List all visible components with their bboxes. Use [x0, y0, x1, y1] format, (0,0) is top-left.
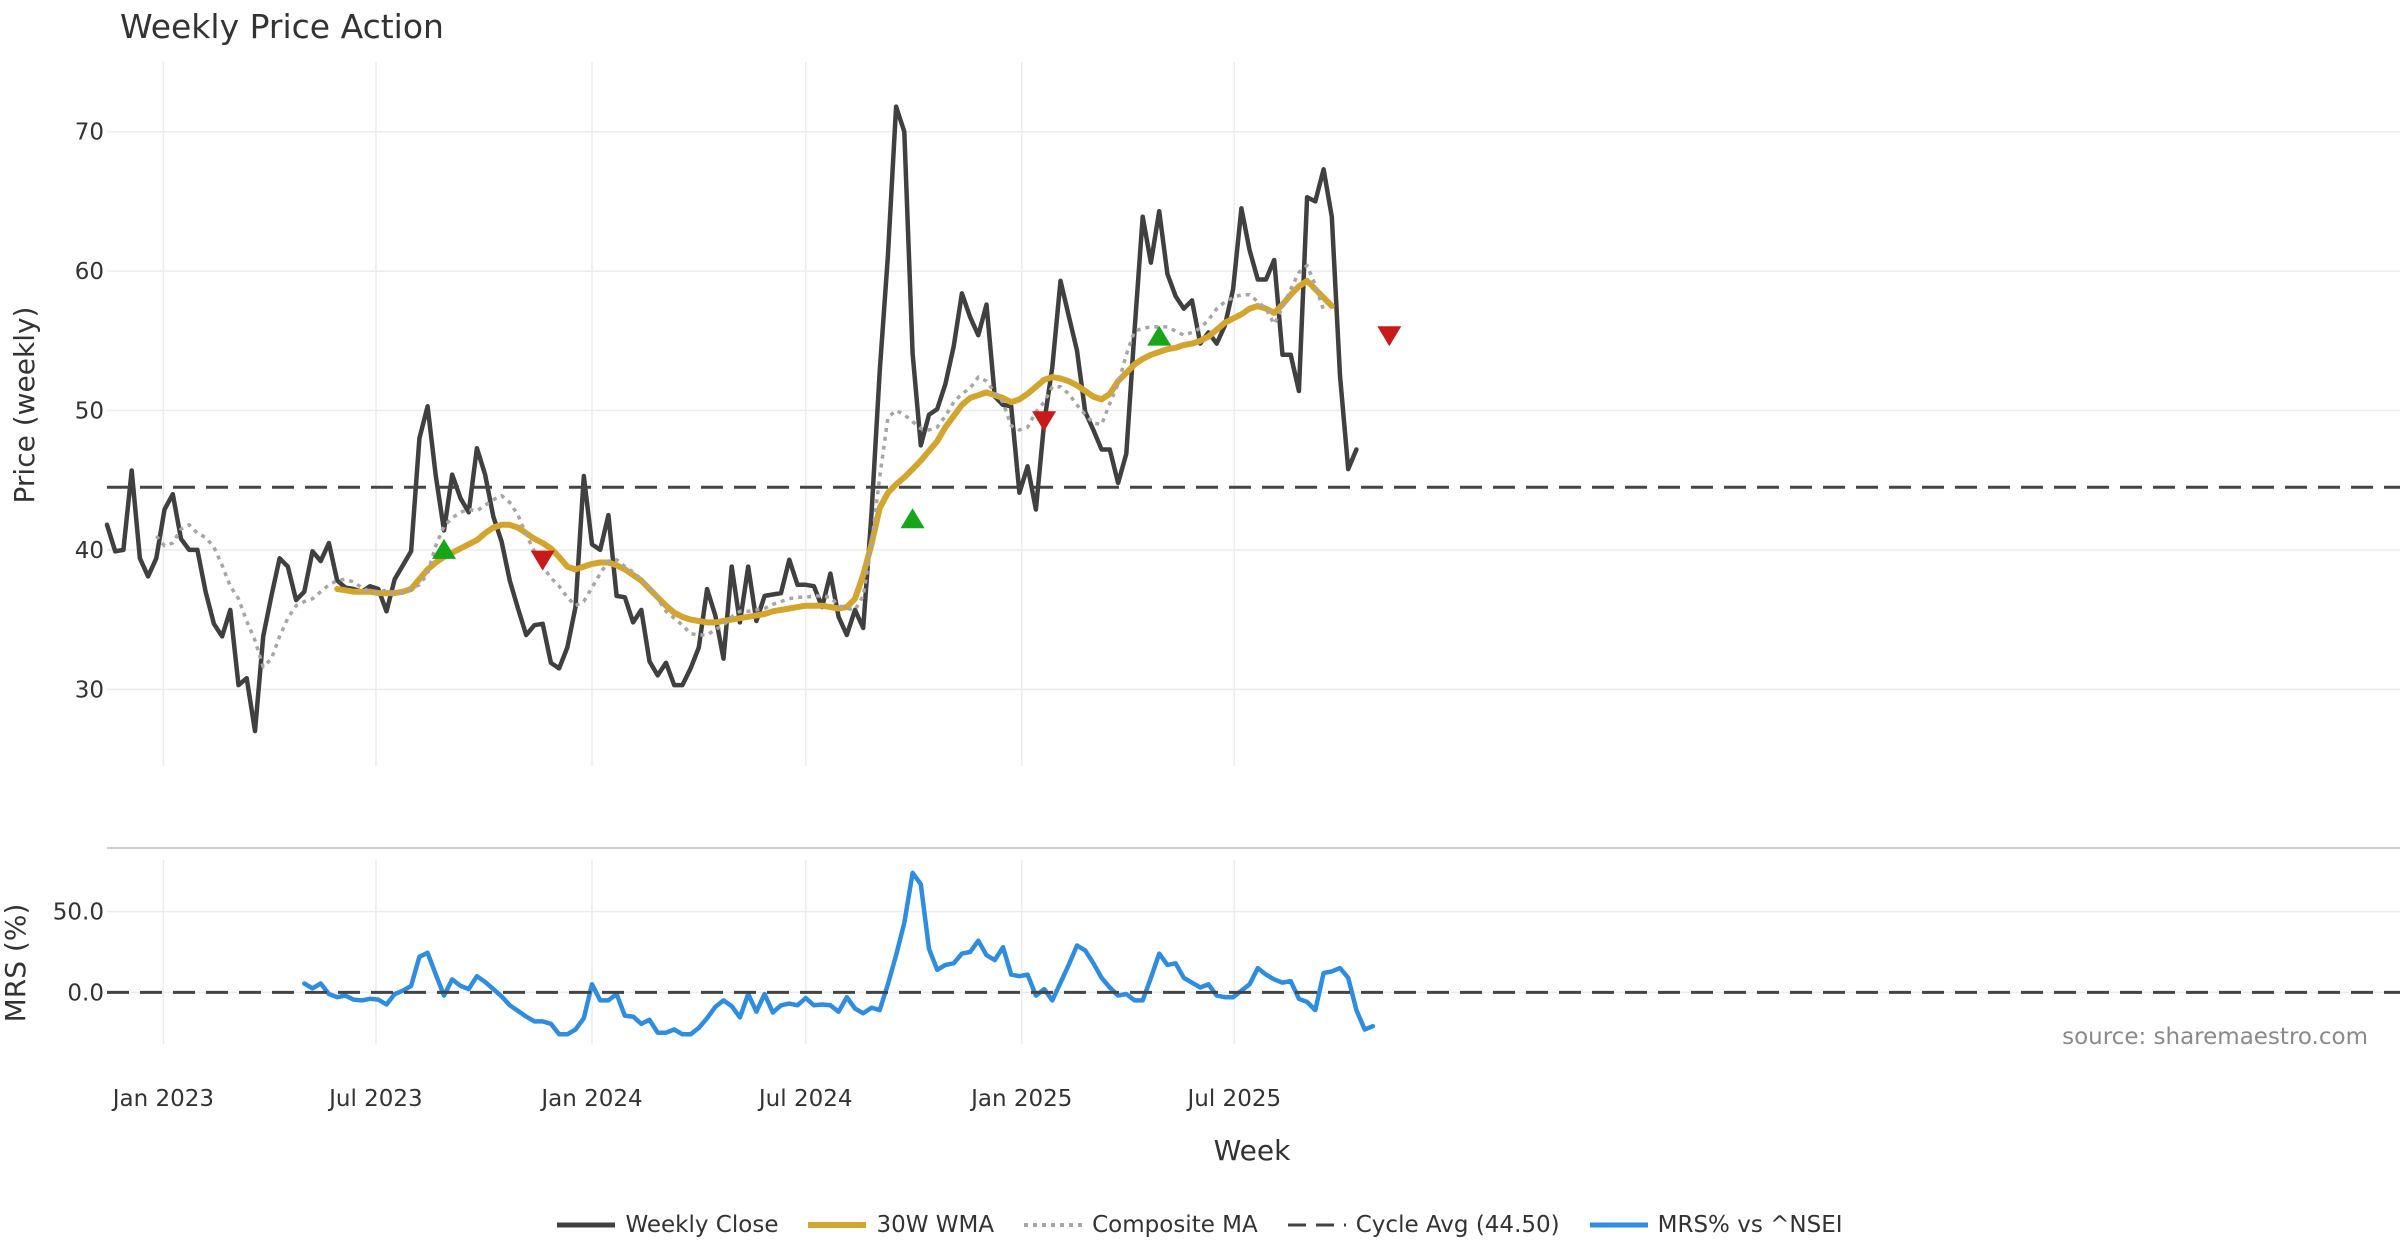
price-panel-plot: [104, 104, 2400, 734]
30w-wma-series-line: [334, 277, 1335, 626]
y-tick-label: 0.0: [67, 980, 104, 1006]
price-y-ticks: 30 40 50 60 70: [75, 120, 104, 704]
buy-signal-marker: [432, 538, 457, 559]
mrs-panel-plot: [107, 870, 2400, 1037]
mrs-vs-nsei-series-line: [302, 870, 1376, 1037]
y-tick-label: 50.0: [53, 900, 104, 926]
x-axis-title: Week: [1214, 1134, 1291, 1167]
x-tick-label: Jan 2024: [539, 1086, 642, 1112]
legend-label-mrs: MRS% vs ^NSEI: [1657, 1212, 1843, 1238]
sell-signal-marker: [1377, 326, 1402, 347]
x-tick-label: Jan 2023: [111, 1086, 214, 1112]
buy-signal-marker: [900, 508, 925, 529]
x-tick-label: Jul 2023: [327, 1086, 423, 1112]
legend-swatch-30w-wma: [808, 1222, 867, 1228]
price-panel-grid: [107, 62, 2400, 766]
legend-item-composite-ma: Composite MA: [1024, 1212, 1258, 1238]
source-watermark: source: sharemaestro.com: [2062, 1024, 2368, 1050]
y-tick-label: 70: [75, 120, 104, 146]
chart-title: Weekly Price Action: [120, 7, 444, 46]
y-tick-label: 50: [75, 399, 104, 425]
y-tick-label: 40: [75, 538, 104, 564]
mrs-y-axis-title: MRS (%): [0, 904, 32, 1023]
price-y-axis-title: Price (weekly): [8, 307, 41, 504]
sell-signal-marker: [1032, 411, 1057, 432]
legend-item-weekly-close: Weekly Close: [557, 1212, 778, 1238]
weekly-close-series-line: [104, 104, 1359, 734]
legend-label-30w-wma: 30W WMA: [876, 1212, 995, 1238]
legend: Weekly Close 30W WMA Composite MA Cycle …: [0, 1212, 2400, 1238]
legend-label-cycle-avg: Cycle Avg (44.50): [1355, 1212, 1560, 1238]
legend-swatch-mrs: [1589, 1222, 1648, 1228]
x-tick-label: Jul 2024: [757, 1086, 853, 1112]
x-axis-ticks: Jan 2023 Jul 2023 Jan 2024 Jul 2024 Jan 2025…: [111, 1086, 1281, 1112]
legend-swatch-cycle-avg: [1287, 1223, 1346, 1227]
x-tick-label: Jul 2025: [1186, 1086, 1282, 1112]
x-tick-label: Jan 2025: [969, 1086, 1072, 1112]
legend-label-weekly-close: Weekly Close: [625, 1212, 779, 1238]
y-tick-label: 60: [75, 259, 104, 285]
mrs-panel-grid: [107, 860, 2400, 1044]
sell-signal-marker: [530, 550, 555, 571]
legend-item-30w-wma: 30W WMA: [808, 1212, 994, 1238]
buy-signal-marker: [1147, 325, 1172, 346]
legend-swatch-composite-ma: [1024, 1223, 1083, 1227]
legend-swatch-weekly-close: [557, 1222, 616, 1228]
y-tick-label: 30: [75, 677, 104, 703]
legend-item-mrs: MRS% vs ^NSEI: [1589, 1212, 1843, 1238]
mrs-y-ticks: 0.0 50.0: [53, 900, 104, 1007]
legend-item-cycle-avg: Cycle Avg (44.50): [1287, 1212, 1560, 1238]
composite-ma-series-line: [154, 263, 1326, 669]
legend-label-composite-ma: Composite MA: [1092, 1212, 1258, 1238]
